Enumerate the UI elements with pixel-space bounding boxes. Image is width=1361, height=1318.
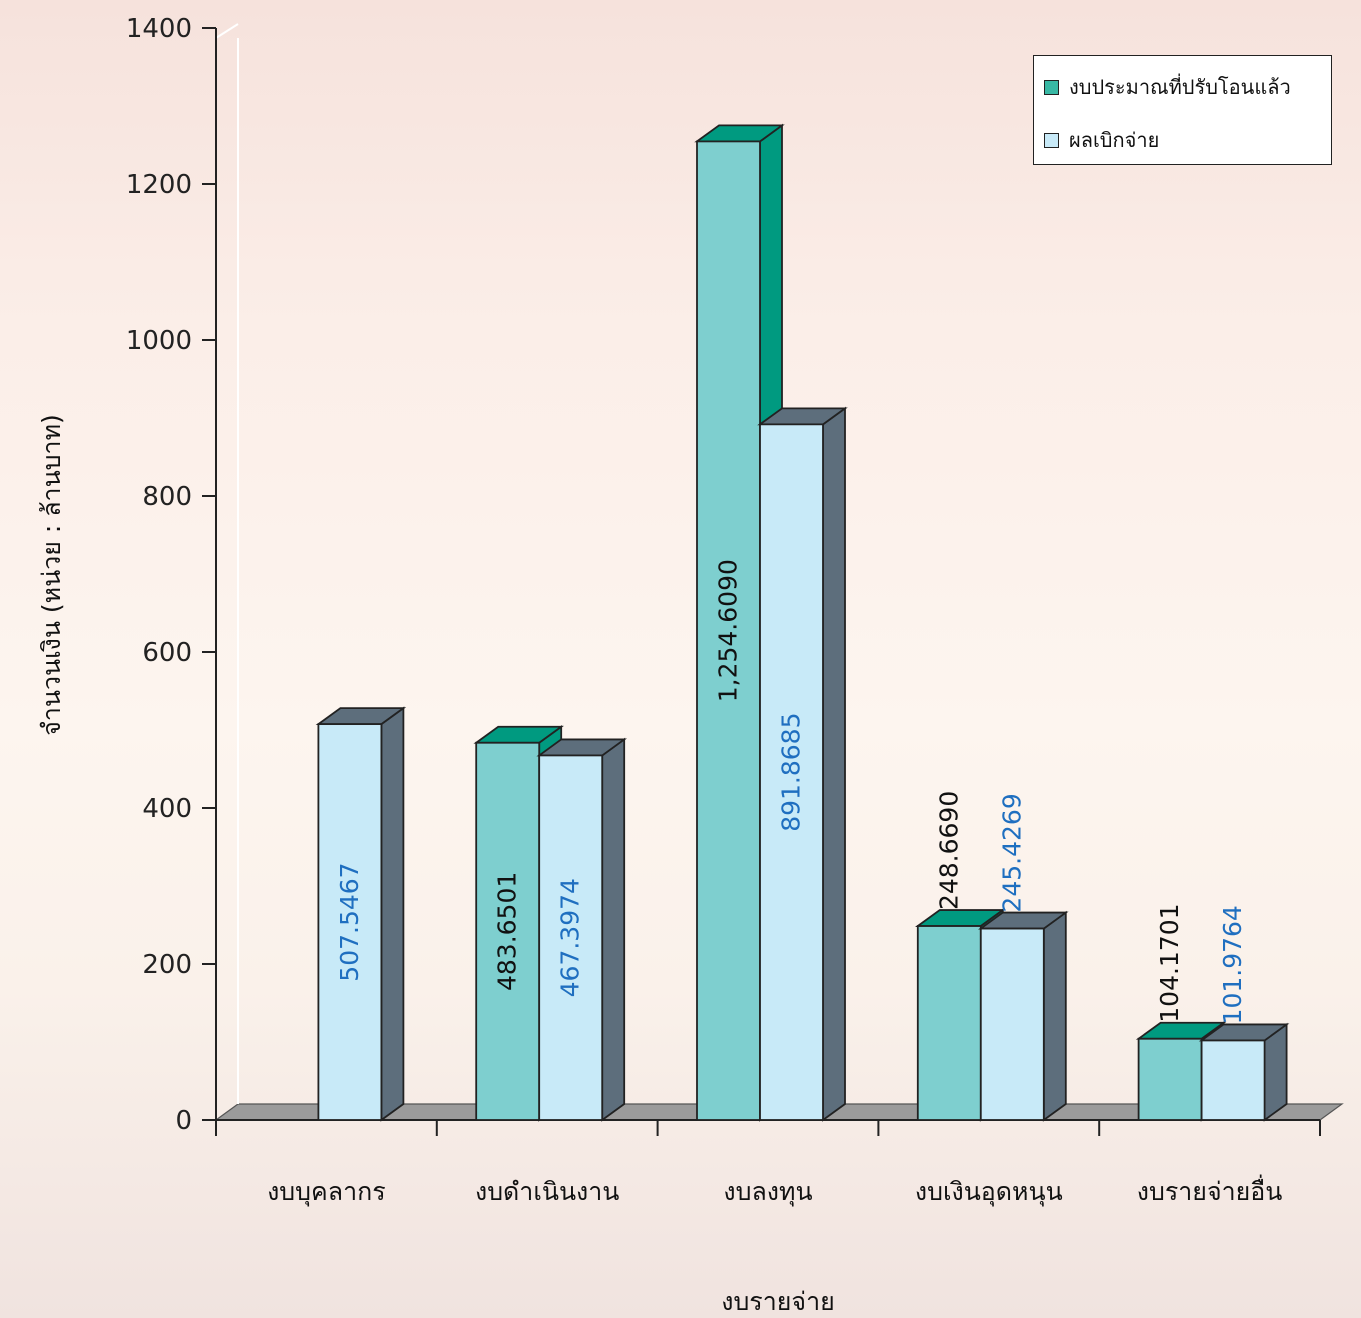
- legend-label-budget: งบประมาณที่ปรับโอนแล้ว: [1069, 75, 1291, 99]
- bar-disbursed: [315, 706, 407, 1122]
- bar-value-label: 467.3974: [556, 878, 585, 997]
- bar-value-label: 245.4269: [997, 793, 1026, 912]
- bar-front-face: [1137, 1037, 1203, 1121]
- bar-front-face: [916, 925, 982, 1121]
- bar-value-label: 248.6690: [934, 791, 963, 910]
- y-axis-title: จำนวนเงิน (หน่วย : ล้านบาท): [37, 414, 66, 736]
- bar-front-face: [475, 741, 541, 1121]
- bar-front-face: [696, 140, 761, 1121]
- legend-swatch-budget: [1044, 79, 1059, 95]
- x-tick-label: งบรายจ่ายอื่น: [1137, 1174, 1283, 1206]
- x-axis-title: งบรายจ่าย: [721, 1287, 835, 1316]
- y-tick-label: 1400: [126, 14, 192, 44]
- bar-disbursed: [978, 910, 1069, 1122]
- x-tick-label: งบบุคลากร: [267, 1177, 386, 1207]
- y-tick-label: 1000: [126, 326, 192, 356]
- x-tick-label: งบเงินอุดหนุน: [915, 1177, 1063, 1207]
- bar-disbursed: [1198, 1022, 1290, 1122]
- legend-item-disbursed: ผลเบิกจ่าย: [1044, 124, 1159, 156]
- y-tick-label: 600: [142, 638, 192, 668]
- y-tick-label: 200: [142, 950, 192, 980]
- y-tick-label: 1200: [126, 170, 192, 200]
- bar-front-face: [1200, 1039, 1266, 1121]
- bar-value-label: 1,254.6090: [714, 559, 743, 702]
- bar-side-face: [601, 737, 626, 1122]
- x-tick-label: งบดำเนินงาน: [475, 1177, 619, 1206]
- bar-side-face: [380, 706, 405, 1122]
- back-wall-top-line: [215, 23, 239, 39]
- bar-front-face: [979, 927, 1045, 1121]
- bar-disbursed: [536, 737, 627, 1122]
- bar-front-face: [759, 423, 824, 1121]
- bar-disbursed: [757, 406, 848, 1122]
- y-tick-label: 800: [142, 482, 192, 512]
- bar-value-label: 101.9764: [1218, 905, 1247, 1024]
- y-tick-label: 0: [175, 1106, 192, 1136]
- bar-side-face: [1042, 910, 1067, 1122]
- bar-value-label: 483.6501: [493, 872, 522, 991]
- bar-value-label: 507.5467: [335, 862, 364, 981]
- bar-front-face: [538, 754, 604, 1121]
- x-tick-label: งบลงทุน: [723, 1177, 812, 1207]
- legend-label-disbursed: ผลเบิกจ่าย: [1069, 128, 1160, 152]
- legend-item-budget: งบประมาณที่ปรับโอนแล้ว: [1044, 71, 1291, 103]
- chart-legend: งบประมาณที่ปรับโอนแล้ว ผลเบิกจ่าย: [1033, 55, 1332, 165]
- bar-side-face: [822, 406, 846, 1122]
- y-tick-label: 400: [142, 794, 192, 824]
- bar-front-face: [317, 723, 383, 1121]
- legend-swatch-disbursed: [1044, 132, 1059, 148]
- bar-value-label: 104.1701: [1155, 903, 1184, 1022]
- bar-value-label: 891.8685: [777, 713, 806, 832]
